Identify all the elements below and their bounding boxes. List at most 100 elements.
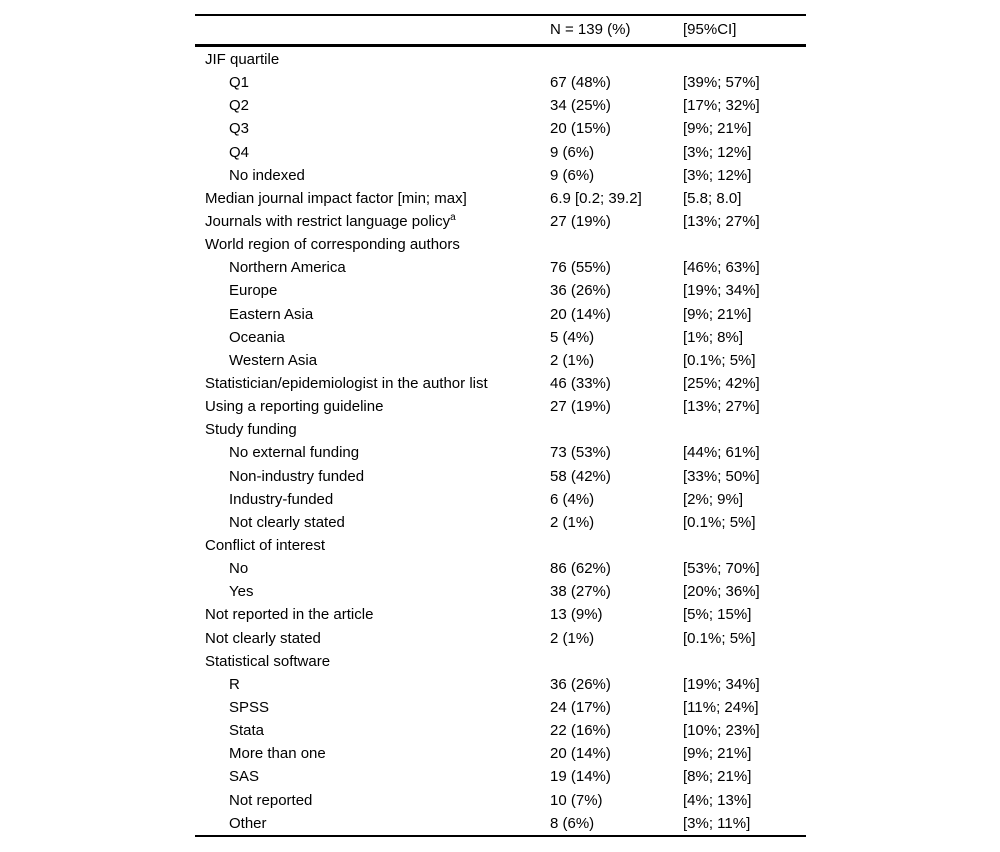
row-label: World region of corresponding authors [205,236,460,254]
row-ci: [8%; 21%] [683,768,752,786]
row-ci: [25%; 42%] [683,374,760,392]
row-value: 10 (7%) [550,791,603,809]
row-label: Journals with restrict language policya [205,211,456,230]
row-label: Stata [229,722,265,740]
row-ci: [19%; 34%] [683,675,760,693]
table-row: Oceania 5 (4%) [1%; 8%] [195,326,806,349]
table-row: Study funding [195,418,806,441]
footnote-marker: a [450,211,456,223]
row-label: Not clearly stated [229,513,345,531]
row-label: R [229,675,240,693]
row-value [550,418,683,441]
row-ci [683,48,806,71]
row-ci: [11%; 24%] [683,698,759,716]
row-ci: [53%; 70%] [683,560,760,578]
row-value: 67 (48%) [550,74,611,92]
table-header-row: N = 139 (%) [95%CI] [195,14,806,47]
row-label: Q2 [229,97,250,115]
table-row: Industry-funded 6 (4%) [2%; 9%] [195,488,806,511]
row-label: No external funding [229,444,360,462]
row-label: Eastern Asia [229,305,314,323]
row-label: Statistical software [205,652,331,670]
row-ci: [20%; 36%] [683,583,760,601]
row-label: No indexed [229,166,305,184]
table-row: SPSS 24 (17%) [11%; 24%] [195,696,806,719]
row-ci: [0.1%; 5%] [683,351,756,369]
header-ci-column: [95%CI] [683,21,737,38]
row-ci: [0.1%; 5%] [683,629,756,647]
table-row: No external funding 73 (53%) [44%; 61%] [195,441,806,464]
row-label: Yes [229,583,254,601]
row-ci: [39%; 57%] [683,74,760,92]
row-label: Q4 [229,143,250,161]
row-ci: [5.8; 8.0] [683,189,742,207]
row-value [550,650,683,673]
row-ci [683,534,806,557]
row-value: 58 (42%) [550,467,611,485]
table-row: SAS 19 (14%) [8%; 21%] [195,765,806,788]
table-row: Other 8 (6%) [3%; 11%] [195,812,806,835]
row-value: 36 (26%) [550,675,611,693]
row-ci: [4%; 13%] [683,791,752,809]
table-row: Q1 67 (48%) [39%; 57%] [195,71,806,94]
row-label: Statistician/epidemiologist in the autho… [205,374,488,392]
table-row: Q2 34 (25%) [17%; 32%] [195,94,806,117]
row-value: 2 (1%) [550,351,595,369]
row-ci: [10%; 23%] [683,722,760,740]
row-value: 5 (4%) [550,328,595,346]
row-label: SAS [229,768,260,786]
row-value: 27 (19%) [550,212,611,230]
row-label: Study funding [205,421,297,439]
row-ci: [1%; 8%] [683,328,744,346]
row-value: 73 (53%) [550,444,611,462]
row-value: 22 (16%) [550,722,611,740]
row-value: 20 (14%) [550,745,611,763]
table-row: Q4 9 (6%) [3%; 12%] [195,141,806,164]
table-row: Not clearly stated 2 (1%) [0.1%; 5%] [195,627,806,650]
row-value: 9 (6%) [550,143,595,161]
table-row: Stata 22 (16%) [10%; 23%] [195,719,806,742]
table-row: Journals with restrict language policya 2… [195,210,806,233]
row-value: 19 (14%) [550,768,611,786]
row-label: Median journal impact factor [min; max] [205,189,467,207]
row-value: 86 (62%) [550,560,611,578]
row-value: 6.9 [0.2; 39.2] [550,189,642,207]
table-body: JIF quartile Q1 67 (48%) [39%; 57%] Q2 34 (25… [195,47,806,837]
row-ci [683,650,806,673]
row-value: 6 (4%) [550,490,595,508]
header-n-column: N = 139 (%) [550,21,631,38]
table-row: Median journal impact factor [min; max] 6… [195,187,806,210]
table-row: Statistical software [195,650,806,673]
row-ci: [3%; 11%] [683,814,751,832]
row-value: 20 (14%) [550,305,611,323]
table-row: Using a reporting guideline 27 (19%) [13%;… [195,395,806,418]
row-ci: [44%; 61%] [683,444,760,462]
row-label: Not reported in the article [205,606,374,624]
row-label: Industry-funded [229,490,334,508]
row-ci: [3%; 12%] [683,143,752,161]
row-ci [683,233,806,256]
row-label: Using a reporting guideline [205,398,384,416]
row-label: Q3 [229,120,250,138]
row-ci: [5%; 15%] [683,606,752,624]
row-ci: [3%; 12%] [683,166,752,184]
row-label: JIF quartile [205,51,280,68]
row-label: Other [229,814,267,832]
table-row: Not reported 10 (7%) [4%; 13%] [195,789,806,812]
row-label: Not clearly stated [205,629,321,647]
row-label: Conflict of interest [205,536,326,554]
row-label: Q1 [229,74,250,92]
row-label: Europe [229,282,278,300]
row-label: SPSS [229,698,270,716]
table-row: Non-industry funded 58 (42%) [33%; 50%] [195,465,806,488]
table-row: JIF quartile [195,48,806,71]
table-row: Conflict of interest [195,534,806,557]
table-row: More than one 20 (14%) [9%; 21%] [195,742,806,765]
row-value: 13 (9%) [550,606,603,624]
row-label: Non-industry funded [229,467,365,485]
row-value: 24 (17%) [550,698,611,716]
row-ci: [2%; 9%] [683,490,744,508]
row-label: Northern America [229,259,346,277]
row-label: Oceania [229,328,285,346]
